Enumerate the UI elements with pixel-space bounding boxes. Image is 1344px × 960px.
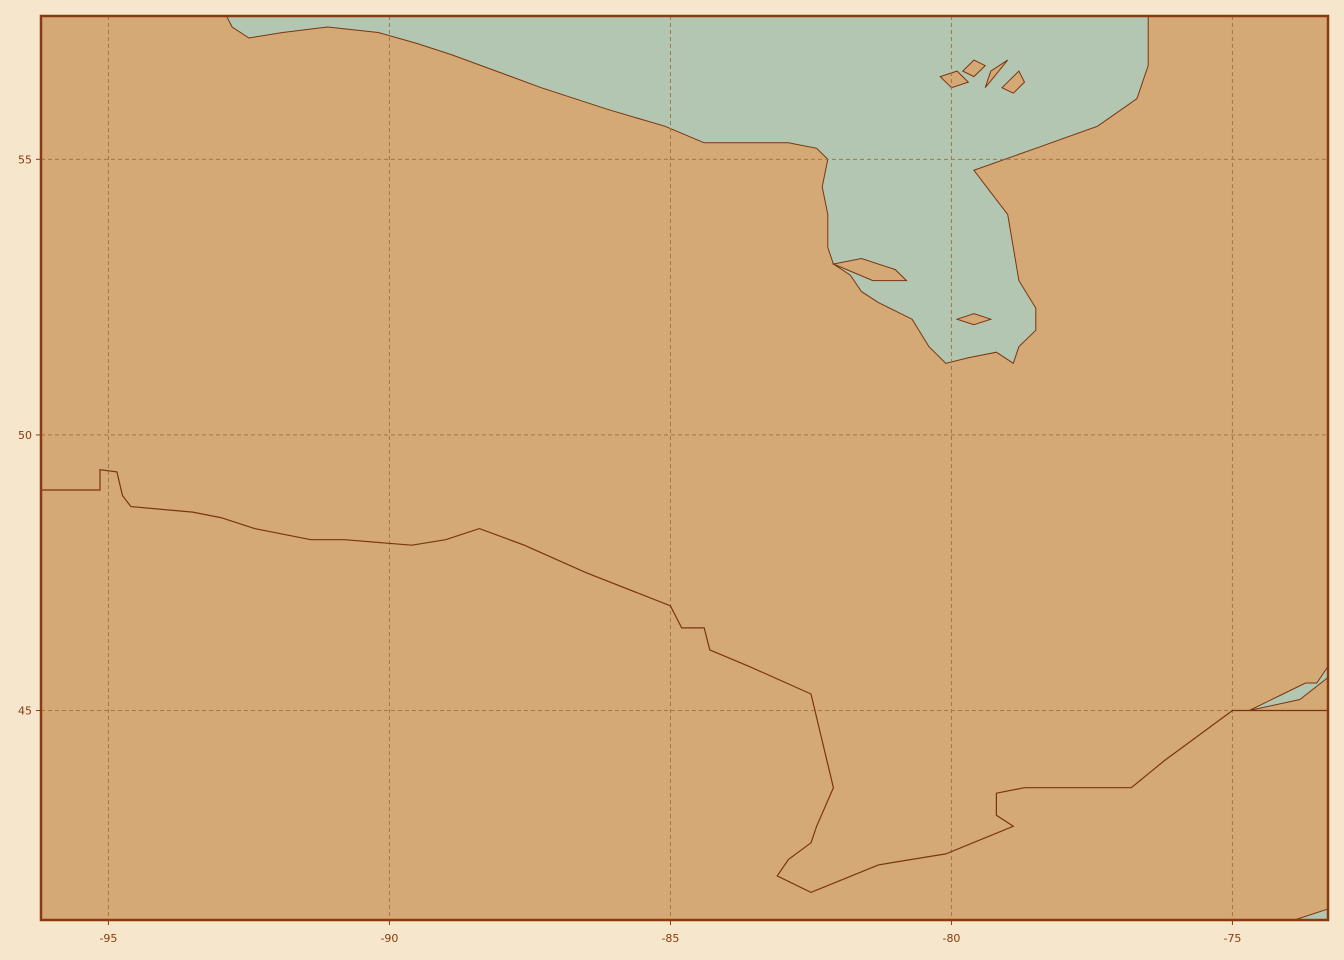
belcher-island xyxy=(984,59,1009,89)
y-tick-label: 45 xyxy=(18,705,32,718)
map-land xyxy=(41,16,1328,920)
us-canada-border xyxy=(41,469,1328,894)
y-axis-ticks: 55 50 45 xyxy=(18,153,41,718)
bay-island xyxy=(955,313,993,326)
x-tick-label: -85 xyxy=(661,932,679,945)
x-tick-label: -90 xyxy=(380,932,398,945)
belcher-island xyxy=(961,59,987,78)
hudson-bay-water xyxy=(225,16,1149,365)
water-layer xyxy=(225,16,1328,920)
coastal-water xyxy=(1294,908,1328,920)
st-lawrence-river xyxy=(1249,665,1328,711)
gridlines xyxy=(41,16,1328,920)
x-tick-label: -95 xyxy=(99,932,117,945)
y-tick-label: 55 xyxy=(18,153,32,166)
borders-layer xyxy=(41,469,1328,894)
x-tick-label: -80 xyxy=(942,932,960,945)
belcher-island xyxy=(1001,70,1026,94)
y-tick-label: 50 xyxy=(18,429,32,442)
x-tick-label: -75 xyxy=(1223,932,1241,945)
map-frame xyxy=(39,14,1330,922)
x-axis-ticks: -95 -90 -85 -80 -75 xyxy=(99,920,1241,945)
bay-island xyxy=(831,257,908,282)
